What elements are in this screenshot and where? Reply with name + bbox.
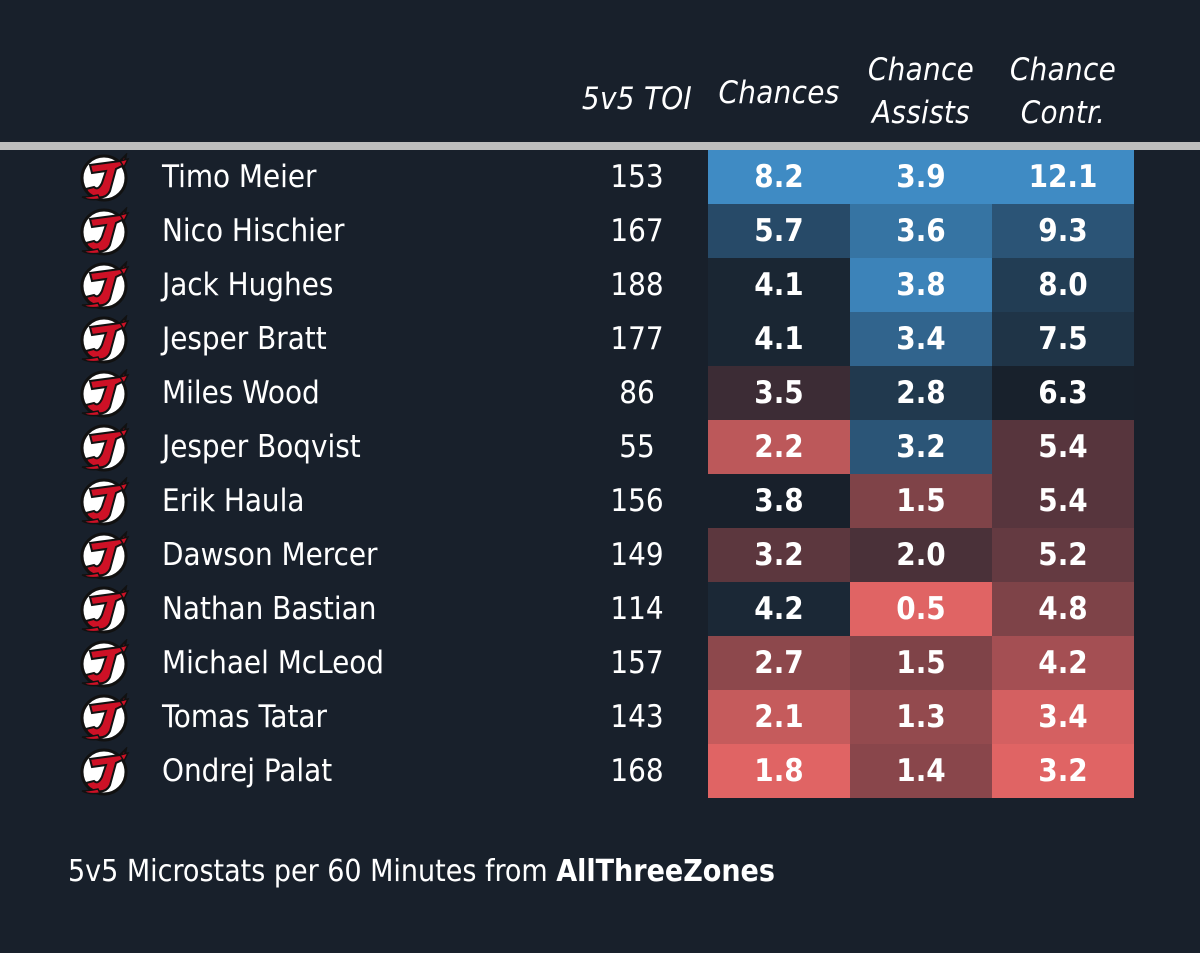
contr-cell: 5.2 <box>992 528 1134 582</box>
contr-cell: 9.3 <box>992 204 1134 258</box>
toi-value: 86 <box>619 375 655 411</box>
new-jersey-devils-logo-icon <box>80 747 130 796</box>
toi-value: 168 <box>610 753 664 789</box>
table-row: Timo Meier 153 8.2 3.9 12.1 <box>0 150 1200 204</box>
assists-cell: 2.8 <box>850 366 992 420</box>
player-name: Dawson Mercer <box>162 537 378 573</box>
new-jersey-devils-logo-icon <box>80 693 130 742</box>
toi-value: 143 <box>610 699 664 735</box>
table-header: 5v5 TOI Chances Chance Assists Chance Co… <box>0 0 1200 142</box>
header-chance-assists: Chance Assists <box>850 49 992 135</box>
player-name: Jesper Boqvist <box>162 429 361 465</box>
assists-cell: 1.5 <box>850 474 992 528</box>
new-jersey-devils-logo-icon <box>80 423 130 472</box>
chances-cell: 4.1 <box>708 258 850 312</box>
toi-value: 153 <box>610 159 664 195</box>
contr-cell: 12.1 <box>992 150 1134 204</box>
chances-cell: 2.7 <box>708 636 850 690</box>
toi-value: 188 <box>610 267 664 303</box>
toi-value: 177 <box>610 321 664 357</box>
contr-cell: 3.2 <box>992 744 1134 798</box>
player-name: Jesper Bratt <box>162 321 327 357</box>
assists-cell: 2.0 <box>850 528 992 582</box>
contr-cell: 4.8 <box>992 582 1134 636</box>
assists-cell: 3.2 <box>850 420 992 474</box>
assists-cell: 1.5 <box>850 636 992 690</box>
assists-cell: 3.4 <box>850 312 992 366</box>
header-chances: Chances <box>718 75 840 111</box>
chances-cell: 4.2 <box>708 582 850 636</box>
table-row: Michael McLeod 157 2.7 1.5 4.2 <box>0 636 1200 690</box>
toi-value: 149 <box>610 537 664 573</box>
new-jersey-devils-logo-icon <box>80 369 130 418</box>
header-chance-assists-line1: Chance <box>867 52 975 88</box>
table-row: Dawson Mercer 149 3.2 2.0 5.2 <box>0 528 1200 582</box>
contr-cell: 8.0 <box>992 258 1134 312</box>
assists-cell: 1.4 <box>850 744 992 798</box>
player-name: Miles Wood <box>162 375 320 411</box>
toi-value: 156 <box>610 483 664 519</box>
chances-cell: 2.1 <box>708 690 850 744</box>
assists-cell: 3.8 <box>850 258 992 312</box>
new-jersey-devils-logo-icon <box>80 261 130 310</box>
new-jersey-devils-logo-icon <box>80 153 130 202</box>
header-chance-contr-line1: Chance <box>1009 52 1117 88</box>
chances-cell: 5.7 <box>708 204 850 258</box>
new-jersey-devils-logo-icon <box>80 585 130 634</box>
player-name: Tomas Tatar <box>162 699 327 735</box>
chances-cell: 1.8 <box>708 744 850 798</box>
chances-cell: 3.2 <box>708 528 850 582</box>
table-row: Ondrej Palat 168 1.8 1.4 3.2 <box>0 744 1200 798</box>
player-name: Jack Hughes <box>162 267 334 303</box>
header-divider <box>0 142 1200 150</box>
footer-text: 5v5 Microstats per 60 Minutes from <box>68 854 557 889</box>
contr-cell: 3.4 <box>992 690 1134 744</box>
player-name: Nathan Bastian <box>162 591 377 627</box>
player-name: Nico Hischier <box>162 213 345 249</box>
assists-cell: 3.9 <box>850 150 992 204</box>
contr-cell: 5.4 <box>992 474 1134 528</box>
header-chance-contr-line2: Contr. <box>1020 95 1106 131</box>
table-row: Miles Wood 86 3.5 2.8 6.3 <box>0 366 1200 420</box>
new-jersey-devils-logo-icon <box>80 207 130 256</box>
table-row: Jesper Boqvist 55 2.2 3.2 5.4 <box>0 420 1200 474</box>
footer-caption: 5v5 Microstats per 60 Minutes from AllTh… <box>68 850 775 894</box>
toi-value: 157 <box>610 645 664 681</box>
player-name: Ondrej Palat <box>162 753 333 789</box>
chances-cell: 4.1 <box>708 312 850 366</box>
toi-value: 167 <box>610 213 664 249</box>
new-jersey-devils-logo-icon <box>80 477 130 526</box>
table-row: Tomas Tatar 143 2.1 1.3 3.4 <box>0 690 1200 744</box>
contr-cell: 5.4 <box>992 420 1134 474</box>
toi-value: 114 <box>610 591 664 627</box>
assists-cell: 1.3 <box>850 690 992 744</box>
table-row: Jack Hughes 188 4.1 3.8 8.0 <box>0 258 1200 312</box>
chances-cell: 3.8 <box>708 474 850 528</box>
table-row: Nathan Bastian 114 4.2 0.5 4.8 <box>0 582 1200 636</box>
chances-cell: 3.5 <box>708 366 850 420</box>
table-row: Erik Haula 156 3.8 1.5 5.4 <box>0 474 1200 528</box>
footer-source: AllThreeZones <box>556 854 775 889</box>
assists-cell: 0.5 <box>850 582 992 636</box>
chances-cell: 8.2 <box>708 150 850 204</box>
toi-value: 55 <box>619 429 655 465</box>
contr-cell: 7.5 <box>992 312 1134 366</box>
contr-cell: 6.3 <box>992 366 1134 420</box>
player-name: Timo Meier <box>162 159 317 195</box>
player-name: Michael McLeod <box>162 645 385 681</box>
header-toi: 5v5 TOI <box>581 81 693 117</box>
new-jersey-devils-logo-icon <box>80 531 130 580</box>
table-row: Jesper Bratt 177 4.1 3.4 7.5 <box>0 312 1200 366</box>
contr-cell: 4.2 <box>992 636 1134 690</box>
player-name: Erik Haula <box>162 483 305 519</box>
header-chance-contr: Chance Contr. <box>992 49 1134 135</box>
chances-cell: 2.2 <box>708 420 850 474</box>
assists-cell: 3.6 <box>850 204 992 258</box>
new-jersey-devils-logo-icon <box>80 315 130 364</box>
table-row: Nico Hischier 167 5.7 3.6 9.3 <box>0 204 1200 258</box>
header-chance-assists-line2: Assists <box>872 95 970 131</box>
new-jersey-devils-logo-icon <box>80 639 130 688</box>
